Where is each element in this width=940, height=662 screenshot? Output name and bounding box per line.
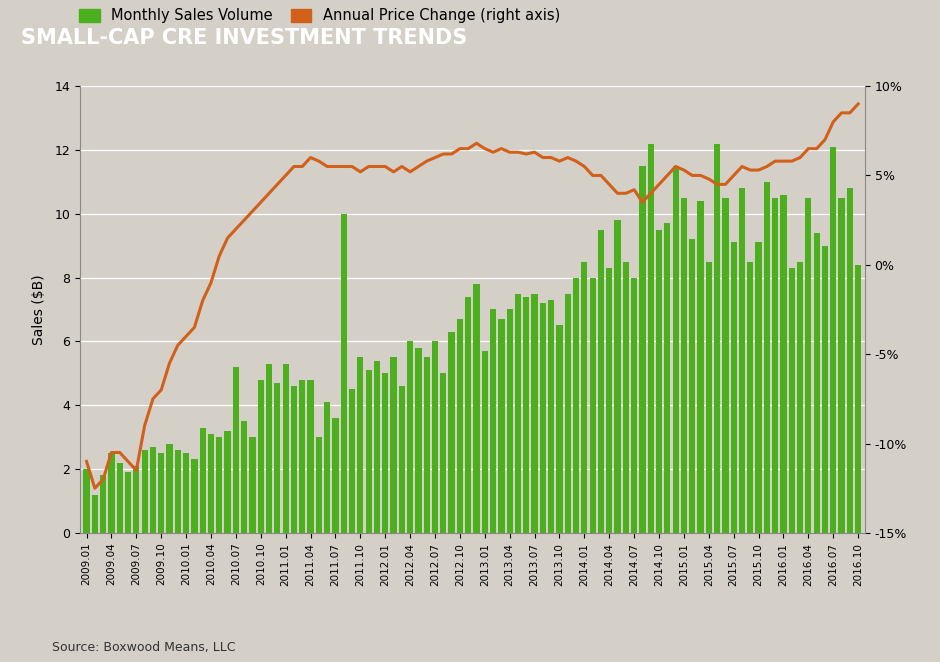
Bar xyxy=(665,223,670,533)
Bar xyxy=(415,348,421,533)
Bar xyxy=(241,421,247,533)
Bar xyxy=(581,261,588,533)
Bar xyxy=(606,268,612,533)
Bar xyxy=(125,472,132,533)
Bar xyxy=(598,230,604,533)
Y-axis label: Sales ($B): Sales ($B) xyxy=(32,274,46,345)
Bar xyxy=(797,261,803,533)
Bar xyxy=(166,444,173,533)
Bar xyxy=(233,367,239,533)
Bar xyxy=(158,453,164,533)
Bar xyxy=(507,310,513,533)
Bar xyxy=(830,147,837,533)
Bar xyxy=(84,469,89,533)
Bar xyxy=(838,198,845,533)
Bar xyxy=(290,386,297,533)
Bar xyxy=(548,300,555,533)
Bar xyxy=(258,380,264,533)
Bar xyxy=(440,373,446,533)
Bar xyxy=(556,326,562,533)
Bar xyxy=(565,293,571,533)
Bar xyxy=(183,453,189,533)
Bar xyxy=(390,357,397,533)
Bar xyxy=(108,453,115,533)
Bar xyxy=(333,418,338,533)
Bar xyxy=(249,437,256,533)
Bar xyxy=(813,233,820,533)
Bar xyxy=(142,450,148,533)
Bar xyxy=(524,297,529,533)
Bar xyxy=(806,198,811,533)
Bar xyxy=(299,380,306,533)
Bar xyxy=(730,242,737,533)
Bar xyxy=(133,466,139,533)
Bar xyxy=(747,261,754,533)
Bar xyxy=(631,277,637,533)
Bar xyxy=(374,361,380,533)
Text: SMALL-CAP CRE INVESTMENT TRENDS: SMALL-CAP CRE INVESTMENT TRENDS xyxy=(21,28,467,48)
Bar xyxy=(531,293,538,533)
Bar xyxy=(100,475,106,533)
Bar xyxy=(366,370,371,533)
Bar xyxy=(648,144,654,533)
Bar xyxy=(274,383,280,533)
Legend: Monthly Sales Volume, Annual Price Change (right axis): Monthly Sales Volume, Annual Price Chang… xyxy=(79,9,560,23)
Bar xyxy=(481,351,488,533)
Bar xyxy=(399,386,405,533)
Bar xyxy=(706,261,712,533)
Bar xyxy=(672,166,679,533)
Bar xyxy=(589,277,596,533)
Bar xyxy=(216,437,223,533)
Text: Source: Boxwood Means, LLC: Source: Boxwood Means, LLC xyxy=(52,641,235,654)
Bar xyxy=(340,214,347,533)
Bar xyxy=(722,198,728,533)
Bar xyxy=(383,373,388,533)
Bar xyxy=(615,220,620,533)
Bar xyxy=(457,319,463,533)
Bar xyxy=(283,363,289,533)
Bar xyxy=(772,198,778,533)
Bar xyxy=(407,342,414,533)
Bar xyxy=(656,230,662,533)
Bar xyxy=(208,434,214,533)
Bar xyxy=(714,144,720,533)
Bar xyxy=(639,166,646,533)
Bar xyxy=(697,201,704,533)
Bar xyxy=(622,261,629,533)
Bar xyxy=(191,459,197,533)
Bar xyxy=(681,198,687,533)
Bar xyxy=(474,284,479,533)
Bar xyxy=(266,363,273,533)
Bar xyxy=(490,310,496,533)
Bar xyxy=(515,293,521,533)
Bar xyxy=(540,303,546,533)
Bar xyxy=(780,195,787,533)
Bar xyxy=(431,342,438,533)
Bar xyxy=(175,450,180,533)
Bar xyxy=(349,389,355,533)
Bar xyxy=(739,188,745,533)
Bar xyxy=(448,332,455,533)
Bar xyxy=(847,188,853,533)
Bar xyxy=(498,319,505,533)
Bar xyxy=(424,357,430,533)
Bar xyxy=(756,242,761,533)
Bar xyxy=(465,297,471,533)
Bar xyxy=(822,246,828,533)
Bar xyxy=(689,239,696,533)
Bar xyxy=(789,268,795,533)
Bar xyxy=(573,277,579,533)
Bar xyxy=(316,437,322,533)
Bar xyxy=(199,428,206,533)
Bar xyxy=(324,402,330,533)
Bar xyxy=(117,463,123,533)
Bar xyxy=(307,380,314,533)
Bar xyxy=(855,265,861,533)
Bar xyxy=(357,357,364,533)
Bar xyxy=(764,182,770,533)
Bar xyxy=(225,431,230,533)
Bar xyxy=(149,447,156,533)
Bar xyxy=(92,495,98,533)
